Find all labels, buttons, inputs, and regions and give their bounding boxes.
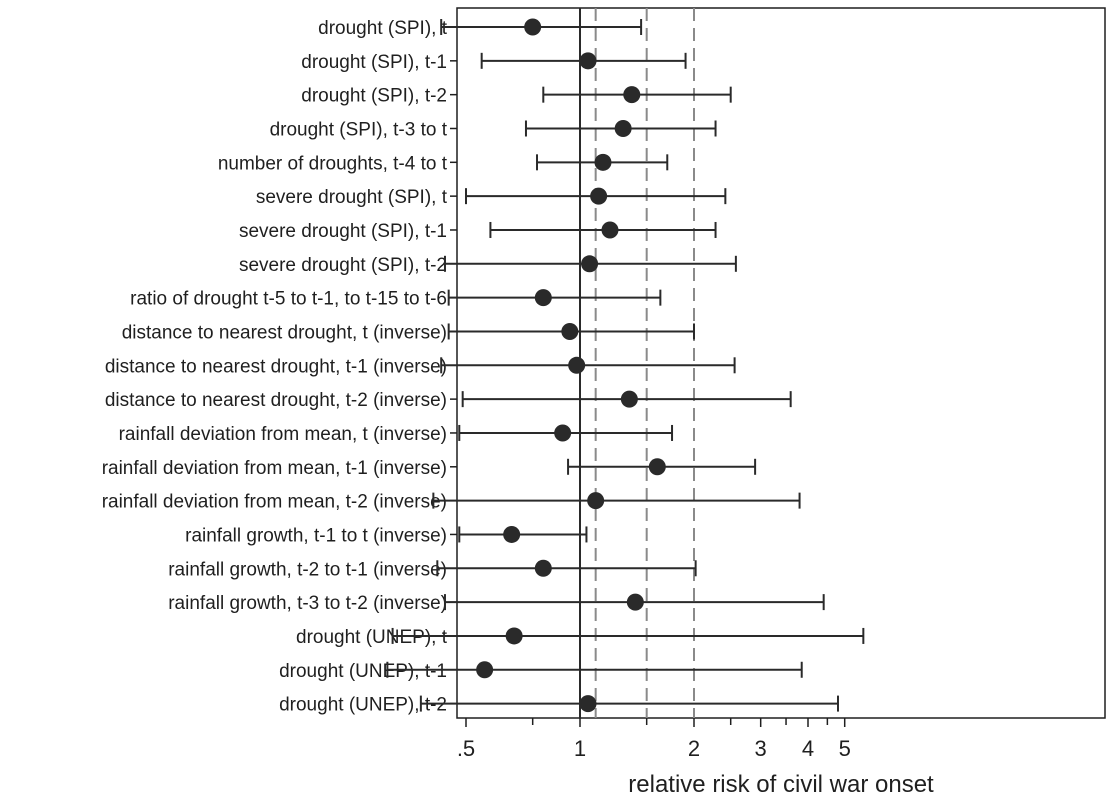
plot-frame bbox=[456, 7, 1106, 719]
estimate-row: distance to nearest drought, t (inverse) bbox=[122, 322, 695, 343]
estimate-row: distance to nearest drought, t-1 (invers… bbox=[105, 356, 736, 377]
row-label: drought (SPI), t-1 bbox=[301, 52, 447, 73]
row-label: rainfall growth, t-2 to t-1 (inverse) bbox=[168, 559, 447, 580]
estimate-row: rainfall deviation from mean, t (inverse… bbox=[119, 424, 674, 445]
estimate-row: number of droughts, t-4 to t bbox=[218, 153, 669, 174]
estimate-row: severe drought (SPI), t bbox=[256, 187, 727, 208]
x-axis: .5 1 2 3 4 5 bbox=[457, 718, 851, 761]
point-estimate bbox=[579, 52, 597, 70]
point-estimate bbox=[476, 661, 494, 679]
estimate-row: drought (SPI), t bbox=[318, 18, 643, 39]
x-tick-label: .5 bbox=[457, 736, 475, 761]
estimate-row: rainfall growth, t-3 to t-2 (inverse) bbox=[168, 593, 825, 614]
x-tick-label: 2 bbox=[688, 736, 700, 761]
row-label: drought (SPI), t-3 to t bbox=[270, 119, 448, 140]
point-estimate bbox=[587, 492, 605, 510]
point-estimate bbox=[626, 593, 644, 611]
x-axis-title: relative risk of civil war onset bbox=[628, 771, 934, 798]
estimate-row: drought (UNEP), t-1 bbox=[279, 661, 803, 682]
point-estimate bbox=[554, 424, 572, 442]
point-estimate bbox=[601, 221, 619, 239]
estimate-row: rainfall deviation from mean, t-1 (inver… bbox=[102, 458, 757, 479]
point-estimate bbox=[534, 559, 552, 577]
row-label: drought (UNEP), t bbox=[296, 627, 448, 648]
point-estimate bbox=[534, 289, 552, 307]
x-tick-label: 5 bbox=[839, 736, 851, 761]
row-label: severe drought (SPI), t-1 bbox=[239, 221, 447, 242]
row-label: rainfall deviation from mean, t-2 (inver… bbox=[102, 492, 447, 513]
row-label: distance to nearest drought, t (inverse) bbox=[122, 322, 447, 343]
row-label: number of droughts, t-4 to t bbox=[218, 153, 448, 174]
row-label: rainfall growth, t-3 to t-2 (inverse) bbox=[168, 593, 447, 614]
row-label: distance to nearest drought, t-1 (invers… bbox=[105, 356, 447, 377]
point-estimate bbox=[620, 390, 638, 408]
row-label: drought (UNEP), t-2 bbox=[279, 695, 447, 716]
estimate-row: rainfall growth, t-1 to t (inverse) bbox=[185, 525, 588, 546]
point-estimate bbox=[561, 322, 579, 340]
estimate-rows: drought (SPI), t drought (SPI), t-1 drough… bbox=[102, 18, 865, 716]
estimate-row: ratio of drought t-5 to t-1, to t-15 to … bbox=[130, 289, 662, 310]
row-label: ratio of drought t-5 to t-1, to t-15 to … bbox=[130, 289, 447, 310]
point-estimate bbox=[614, 119, 632, 137]
row-label: drought (UNEP), t-1 bbox=[279, 661, 447, 682]
point-estimate bbox=[581, 255, 599, 273]
point-estimate bbox=[579, 695, 597, 713]
estimate-row: rainfall deviation from mean, t-2 (inver… bbox=[102, 492, 801, 513]
point-estimate bbox=[623, 86, 641, 104]
reference-lines bbox=[579, 8, 695, 718]
estimate-row: drought (SPI), t-1 bbox=[301, 52, 687, 73]
row-label: severe drought (SPI), t-2 bbox=[239, 255, 447, 276]
point-estimate bbox=[568, 356, 586, 374]
estimate-row: drought (UNEP), t-2 bbox=[279, 695, 839, 716]
estimate-row: severe drought (SPI), t-2 bbox=[239, 255, 737, 276]
x-tick-label: 4 bbox=[802, 736, 814, 761]
row-label: drought (SPI), t bbox=[318, 18, 448, 39]
row-label: severe drought (SPI), t bbox=[256, 187, 448, 208]
estimate-row: drought (SPI), t-3 to t bbox=[270, 119, 717, 140]
estimate-row: rainfall growth, t-2 to t-1 (inverse) bbox=[168, 559, 697, 580]
point-estimate bbox=[594, 153, 612, 171]
estimate-row: severe drought (SPI), t-1 bbox=[239, 221, 717, 242]
estimate-row: distance to nearest drought, t-2 (invers… bbox=[105, 390, 792, 411]
row-label: drought (SPI), t-2 bbox=[301, 86, 447, 107]
row-label: rainfall growth, t-1 to t (inverse) bbox=[185, 525, 447, 546]
row-label: rainfall deviation from mean, t-1 (inver… bbox=[102, 458, 447, 479]
point-estimate bbox=[505, 627, 523, 645]
estimate-row: drought (UNEP), t bbox=[296, 627, 865, 648]
point-estimate bbox=[648, 458, 666, 476]
point-estimate bbox=[503, 525, 521, 543]
row-label: distance to nearest drought, t-2 (invers… bbox=[105, 390, 447, 411]
row-label: rainfall deviation from mean, t (inverse… bbox=[119, 424, 447, 445]
point-estimate bbox=[524, 18, 542, 36]
x-tick-label: 3 bbox=[755, 736, 767, 761]
estimate-row: drought (SPI), t-2 bbox=[301, 86, 732, 107]
x-tick-label: 1 bbox=[574, 736, 586, 761]
point-estimate bbox=[590, 187, 608, 205]
